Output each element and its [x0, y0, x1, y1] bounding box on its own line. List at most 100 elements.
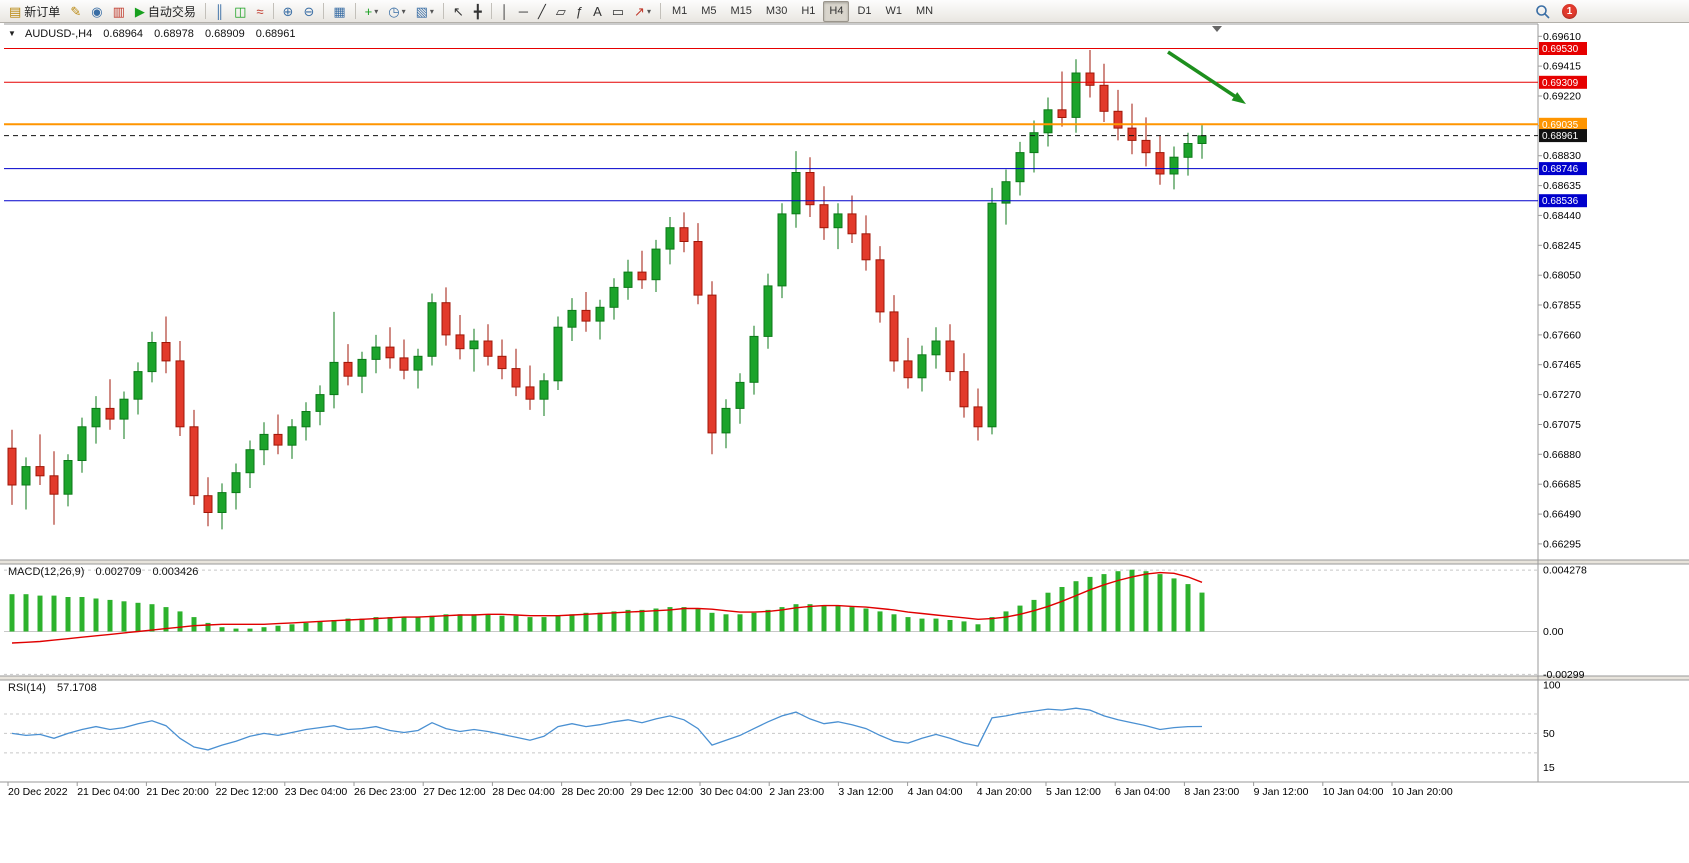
rsi-axis-label: 100 — [1543, 679, 1561, 691]
time-axis-label: 3 Jan 12:00 — [838, 786, 893, 798]
candle-body — [119, 398, 129, 420]
macd-histogram-bar — [485, 614, 491, 632]
time-axis-label: 26 Dec 23:00 — [354, 786, 417, 798]
timeframe-h1[interactable]: H1 — [801, 5, 816, 17]
price-axis-badge: 0.68746 — [1539, 162, 1587, 176]
time-axis-label: 4 Jan 20:00 — [977, 786, 1032, 798]
periods-button[interactable]: ◷ ▾ — [384, 1, 409, 22]
timeframe-m30[interactable]: M30 — [765, 5, 788, 17]
metaeditor-button[interactable]: ✎ — [66, 1, 85, 22]
bar-chart-button[interactable]: ║ — [211, 1, 228, 22]
macd-histogram-bar — [1017, 605, 1023, 632]
price-axis-label: 0.69220 — [1543, 91, 1581, 103]
text-label-button[interactable]: ▭ — [608, 1, 628, 22]
price-axis-label: 0.69610 — [1543, 31, 1581, 43]
price-badge-label: 0.68961 — [1542, 131, 1579, 142]
chart-shift-marker[interactable] — [1212, 26, 1222, 32]
chart-title: ▼ AUDUSD-,H4 0.68964 0.68978 0.68909 0.6… — [8, 27, 296, 41]
macd-histogram-bar — [891, 614, 897, 632]
candle-body — [371, 346, 381, 360]
timeframe-d1[interactable]: D1 — [857, 5, 872, 17]
templates-button[interactable]: ▧ ▾ — [412, 1, 438, 22]
candle-body — [21, 466, 31, 486]
vertical-line-button[interactable]: │ — [497, 1, 513, 22]
candle-body — [189, 426, 199, 497]
macd-histogram-bar — [429, 615, 435, 632]
zoom-out-button[interactable]: ⊖ — [299, 1, 318, 22]
price-axis-label: 0.68050 — [1543, 270, 1581, 282]
macd-histogram-bar — [625, 609, 631, 632]
time-axis-label: 23 Dec 04:00 — [285, 786, 348, 798]
macd-histogram-bar — [1073, 581, 1079, 632]
macd-histogram-bar — [331, 620, 337, 632]
indicators-button[interactable]: + ▾ — [361, 1, 383, 22]
timeframe-h4[interactable]: H4 — [823, 0, 850, 22]
timeframe-mn[interactable]: MN — [916, 5, 934, 17]
fibonacci-button[interactable]: ƒ — [572, 1, 587, 22]
timeframe-m5[interactable]: M5 — [701, 5, 717, 17]
text-button[interactable]: A — [589, 1, 606, 22]
cursor-button[interactable]: ↖ — [449, 1, 468, 22]
candle-body — [7, 447, 17, 486]
chevron-down-icon[interactable]: ▾ — [429, 6, 434, 16]
candle-body — [427, 302, 437, 357]
macd-name: MACD(12,26,9) — [8, 566, 85, 578]
price-axis-label: 0.67660 — [1543, 329, 1581, 341]
time-axis-label: 21 Dec 20:00 — [146, 786, 209, 798]
ohlc-low: 0.68909 — [204, 28, 245, 40]
macd-histogram-bar — [247, 628, 253, 632]
zoom-in-icon: ⊕ — [282, 3, 294, 19]
horizontal-line-button[interactable]: ─ — [515, 1, 532, 22]
candlestick-chart-button[interactable]: ◫ — [230, 1, 250, 22]
macd-histogram-bar — [1087, 576, 1093, 632]
timeframe-m15[interactable]: M15 — [730, 5, 752, 17]
chevron-down-icon[interactable]: ▾ — [401, 6, 406, 16]
panel-separator[interactable] — [0, 676, 1689, 680]
trendline-button[interactable]: ╱ — [534, 1, 550, 22]
price-badge-label: 0.69530 — [1542, 44, 1579, 55]
new-order-button[interactable]: ▤ 新订单 — [5, 1, 64, 22]
autotrading-play-icon: ▶ — [134, 3, 145, 19]
notification-badge[interactable]: 1 — [1562, 3, 1577, 19]
price-axis-label: 0.67465 — [1543, 359, 1581, 371]
autotrading-button[interactable]: ▶ 自动交易 — [131, 1, 200, 22]
crosshair-button[interactable]: ╋ — [470, 1, 486, 22]
candle-body — [1015, 152, 1025, 183]
ohlc-open: 0.68964 — [103, 28, 144, 40]
arrow-annotation-head[interactable] — [1231, 92, 1246, 104]
macd-histogram-bar — [9, 594, 15, 632]
search-icon[interactable] — [1535, 4, 1550, 19]
panel-separator[interactable] — [0, 560, 1689, 564]
candle-body — [469, 340, 479, 350]
candle-body — [175, 360, 185, 428]
candle-body — [343, 361, 353, 377]
market-watch-button[interactable]: ◉ — [87, 1, 106, 22]
fibonacci-icon: ƒ — [575, 3, 584, 19]
line-chart-button[interactable]: ≈ — [252, 1, 267, 22]
candle-body — [777, 213, 787, 287]
chart-menu-icon[interactable]: ▼ — [8, 29, 16, 38]
tile-windows-button[interactable]: ▦ — [329, 1, 349, 22]
macd-histogram-bar — [65, 597, 71, 632]
chevron-down-icon[interactable]: ▾ — [374, 6, 379, 16]
timeframe-m1[interactable]: M1 — [671, 5, 688, 17]
arrow-icon: ↗ — [634, 3, 645, 19]
timeframe-w1[interactable]: W1 — [885, 5, 903, 17]
candle-body — [1155, 152, 1165, 175]
candle-body — [245, 449, 255, 474]
price-axis-label: 0.67270 — [1543, 389, 1581, 401]
arrow-annotation[interactable] — [1167, 50, 1237, 99]
macd-histogram-bar — [303, 622, 309, 632]
macd-histogram-bar — [583, 612, 589, 632]
candle-body — [665, 227, 675, 250]
macd-histogram-bar — [989, 617, 995, 632]
macd-histogram-bar — [275, 625, 281, 632]
chevron-down-icon[interactable]: ▾ — [646, 6, 651, 16]
terminal-button[interactable]: ▥ — [109, 1, 129, 22]
channel-button[interactable]: ▱ — [552, 1, 570, 22]
arrows-button[interactable]: ↗ ▾ — [630, 1, 655, 22]
zoom-in-button[interactable]: ⊕ — [279, 1, 298, 22]
macd-histogram-bar — [1199, 592, 1205, 632]
